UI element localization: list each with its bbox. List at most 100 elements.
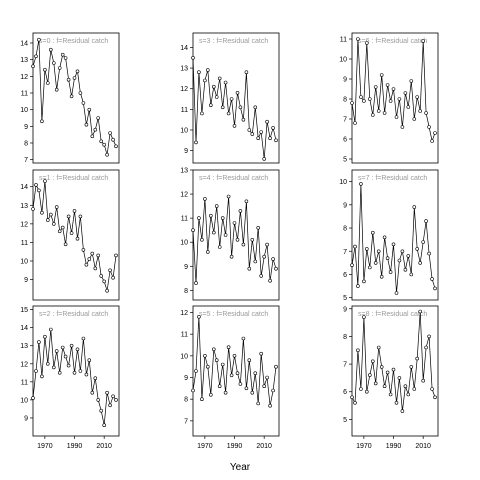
data-point: [415, 95, 420, 99]
y-tick-label: 10: [339, 179, 347, 186]
panel-strip-label: s=5 : f=Residual catch: [199, 311, 268, 318]
y-tick-label: 10: [20, 259, 28, 266]
panel-frame: [32, 305, 120, 437]
y-tick-label: 8: [24, 141, 28, 148]
data-point: [72, 370, 77, 375]
data-point: [37, 37, 41, 42]
data-point: [78, 369, 83, 373]
y-tick-label: 10: [20, 107, 28, 114]
data-point: [265, 375, 269, 380]
y-tick-label: 8: [343, 334, 347, 341]
data-point: [271, 388, 275, 393]
data-point: [87, 107, 92, 112]
data-point: [93, 266, 98, 271]
data-point: [60, 345, 65, 350]
data-point: [194, 369, 198, 373]
data-point: [209, 213, 213, 218]
data-point: [397, 258, 402, 263]
data-point: [214, 358, 219, 363]
y-tick-label: 8: [184, 288, 188, 295]
data-point: [247, 128, 252, 132]
data-point: [105, 390, 109, 395]
data-point: [209, 103, 213, 107]
series-line: [192, 196, 277, 284]
panel-s8: s=8 : f=Residual catch 5 6 7 8 9 1970 1990 2010: [343, 305, 439, 450]
data-point: [75, 236, 80, 241]
data-point: [238, 382, 243, 386]
data-point: [69, 231, 74, 235]
data-point: [262, 384, 267, 389]
data-point: [197, 70, 201, 74]
data-point: [262, 157, 267, 161]
data-point: [37, 188, 41, 193]
data-point: [362, 99, 366, 103]
y-tick-label: 7: [24, 157, 28, 164]
data-point: [370, 230, 375, 235]
data-point: [247, 266, 252, 271]
data-point: [412, 205, 417, 209]
panel-frame: [192, 305, 280, 437]
data-point: [114, 398, 118, 402]
x-tick-label: 1990: [227, 443, 243, 450]
data-point: [373, 261, 378, 265]
data-point: [220, 216, 225, 220]
data-point: [379, 365, 384, 369]
data-point: [232, 221, 237, 225]
y-tick-label: 12: [20, 361, 28, 368]
data-point: [217, 76, 222, 81]
data-point: [229, 254, 234, 259]
data-point: [412, 387, 417, 391]
y-tick-label: 10: [180, 353, 188, 360]
data-point: [72, 76, 77, 80]
data-point: [406, 392, 411, 397]
data-point: [409, 79, 414, 83]
data-point: [200, 238, 204, 242]
data-point: [241, 117, 246, 122]
data-point: [353, 121, 357, 125]
data-point: [406, 254, 411, 258]
data-point: [75, 347, 80, 352]
data-point: [367, 265, 372, 270]
data-point: [60, 225, 65, 230]
data-point: [385, 256, 390, 261]
y-tick-label: 8: [184, 397, 188, 404]
data-point: [367, 97, 372, 101]
data-point: [359, 387, 363, 391]
data-point: [350, 395, 354, 400]
data-point: [206, 364, 210, 369]
data-point: [63, 354, 68, 359]
data-point: [51, 222, 56, 226]
y-tick-label: 6: [343, 389, 347, 396]
y-tick-label: 14: [20, 184, 28, 191]
data-point: [421, 240, 426, 244]
data-point: [235, 238, 240, 242]
data-point: [81, 336, 86, 341]
y-tick-label: 7: [343, 249, 347, 256]
data-point: [244, 70, 249, 74]
data-point: [253, 105, 258, 110]
data-point: [48, 47, 53, 52]
data-point: [403, 384, 408, 389]
y-tick-label: 10: [180, 127, 188, 134]
data-point: [350, 263, 354, 268]
data-point: [206, 68, 210, 72]
data-point: [226, 194, 231, 199]
data-point: [45, 218, 50, 222]
data-point: [45, 81, 50, 85]
data-point: [78, 214, 83, 219]
data-point: [87, 358, 92, 363]
data-point: [424, 219, 428, 223]
y-tick-label: 11: [181, 332, 188, 339]
y-tick-label: 12: [180, 310, 188, 317]
y-tick-label: 15: [20, 307, 28, 314]
data-point: [388, 270, 393, 274]
panel-frame: [32, 169, 120, 301]
data-point: [424, 345, 428, 350]
data-point: [206, 250, 210, 254]
data-point: [66, 214, 71, 219]
data-point: [424, 111, 428, 115]
data-point: [403, 267, 408, 272]
data-point: [194, 281, 198, 285]
y-tick-label: 13: [20, 343, 28, 350]
x-tick-label: 2010: [96, 443, 112, 450]
